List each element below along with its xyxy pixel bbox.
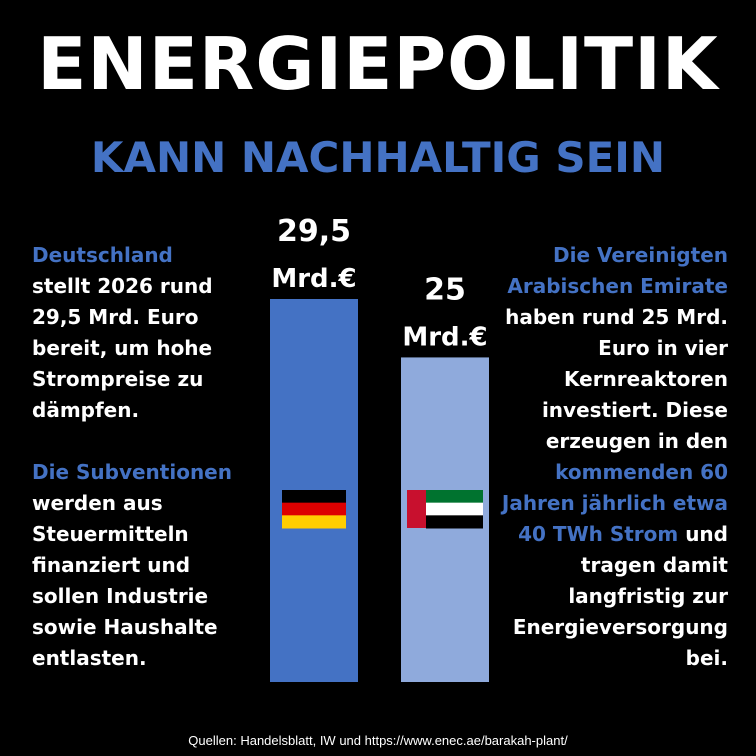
- uae-line: investiert. Diese: [541, 398, 728, 422]
- germany-line: Strompreise zu: [32, 367, 204, 391]
- bar-value-label: Mrd.€: [402, 322, 487, 352]
- uae-line: Energieversorgung: [512, 615, 728, 639]
- uae-line: tragen damit: [580, 553, 728, 577]
- subsidy-line: entlasten.: [32, 646, 147, 670]
- uae-line-suffix: und: [678, 522, 728, 546]
- uae-highlight: Die Vereinigten: [553, 243, 728, 267]
- subsidy-line: sollen Industrie: [32, 584, 209, 608]
- subsidy-line: werden aus: [32, 491, 163, 515]
- subsidy-line: finanziert und: [32, 553, 191, 577]
- germany-highlight: Deutschland: [32, 243, 173, 267]
- page-title: ENERGIEPOLITIK: [37, 22, 719, 106]
- uae-line: erzeugen in den: [545, 429, 728, 453]
- bar-value-label: 25: [424, 272, 466, 307]
- germany-description: Deutschland stellt 2026 rund 29,5 Mrd. E…: [32, 240, 272, 674]
- source-note: Quellen: Handelsblatt, IW und https://ww…: [188, 733, 568, 748]
- germany-line: 29,5 Mrd. Euro: [32, 305, 199, 329]
- bar-value-label: Mrd.€: [271, 264, 356, 294]
- germany-flag-icon: [282, 490, 346, 529]
- uae-highlight: kommenden 60: [555, 460, 728, 484]
- bar-value-label: 29,5: [277, 214, 351, 249]
- subsidy-highlight: Die Subventionen: [32, 460, 232, 484]
- uae-description: Die Vereinigten Arabischen Emirate haben…: [458, 240, 728, 674]
- uae-line: haben rund 25 Mrd.: [505, 305, 728, 329]
- germany-line: stellt 2026 rund: [32, 274, 213, 298]
- subsidy-line: Steuermitteln: [32, 522, 189, 546]
- germany-line: dämpfen.: [32, 398, 140, 422]
- uae-line: Kernreaktoren: [563, 367, 728, 391]
- uae-line: bei.: [685, 646, 728, 670]
- uae-highlight: Arabischen Emirate: [507, 274, 728, 298]
- uae-highlight: 40 TWh Strom: [518, 522, 679, 546]
- uae-line: langfristig zur: [568, 584, 728, 608]
- germany-line: bereit, um hohe: [32, 336, 213, 360]
- uae-mixed-line: 40 TWh Strom und: [458, 519, 728, 550]
- page-subtitle: KANN NACHHALTIG SEIN: [90, 133, 666, 182]
- uae-line: Euro in vier: [598, 336, 728, 360]
- uae-flag-icon: [407, 490, 483, 529]
- uae-highlight: Jahren jährlich etwa: [501, 491, 728, 515]
- subsidy-line: sowie Haushalte: [32, 615, 218, 639]
